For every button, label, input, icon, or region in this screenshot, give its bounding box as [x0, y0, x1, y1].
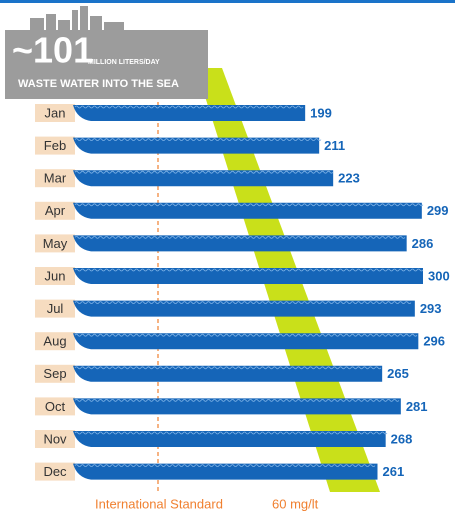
skyline: [30, 6, 124, 30]
value-label: 300: [428, 268, 450, 283]
subtitle: WASTE WATER INTO THE SEA: [18, 78, 179, 90]
value-label: 265: [387, 366, 409, 381]
value-label: 293: [420, 301, 442, 316]
category-box: [35, 430, 75, 448]
category-label: Jan: [45, 105, 66, 120]
bar: [73, 105, 306, 121]
category-box: [35, 267, 75, 285]
bar: [73, 202, 422, 219]
reference-value-label: 60 mg/lt: [272, 496, 319, 511]
bar-wave: [74, 170, 334, 174]
bar: [73, 365, 383, 382]
bar-wave: [74, 431, 388, 435]
value-label: 299: [427, 203, 449, 218]
category-box: [35, 234, 75, 253]
category-box: [35, 462, 75, 481]
category-box: [35, 201, 75, 220]
category-box: [35, 136, 75, 155]
top-border: [0, 0, 455, 3]
category-box: [35, 104, 75, 122]
bar-wave: [74, 333, 418, 337]
category-label: Dec: [43, 464, 67, 479]
value-label: 223: [338, 171, 360, 186]
bar: [73, 268, 423, 284]
category-label: Jun: [45, 268, 66, 283]
category-box: [35, 332, 75, 351]
headline: ~101: [12, 30, 93, 71]
category-box: [35, 299, 75, 318]
category-label: Oct: [45, 399, 66, 414]
category-label: May: [43, 236, 68, 251]
value-label: 199: [310, 105, 332, 120]
value-label: 281: [406, 399, 428, 414]
bar-wave: [74, 464, 376, 467]
category-label: Aug: [43, 334, 66, 349]
reference-label: International Standard: [95, 496, 223, 511]
bar: [73, 235, 407, 252]
category-label: Jul: [47, 301, 64, 316]
bar-wave: [74, 301, 412, 304]
bar-wave: [74, 268, 424, 272]
bar: [73, 398, 401, 415]
category-box: [35, 397, 75, 416]
category-box: [35, 169, 75, 188]
headline-unit: MILLION LITERS/DAY: [88, 59, 160, 66]
bar-wave: [74, 203, 424, 207]
category-label: Sep: [43, 366, 66, 381]
value-label: 211: [324, 138, 345, 153]
value-label: 268: [391, 431, 413, 446]
bar: [73, 463, 378, 480]
headline-box: [5, 30, 208, 99]
bar: [73, 300, 415, 317]
category-label: Nov: [43, 431, 67, 446]
bar-wave: [74, 236, 406, 239]
category-box: [35, 364, 75, 383]
bar: [73, 431, 386, 447]
bar: [73, 333, 419, 350]
value-label: 286: [412, 236, 434, 251]
value-label: 261: [383, 464, 405, 479]
category-label: Apr: [45, 203, 66, 218]
category-label: Feb: [44, 138, 66, 153]
bar-wave: [74, 366, 382, 370]
value-label: 296: [423, 334, 445, 349]
bar: [73, 170, 334, 187]
category-label: Mar: [44, 171, 67, 186]
bar-wave: [74, 138, 322, 141]
bar-wave: [74, 105, 304, 109]
bar-wave: [74, 399, 400, 402]
bar: [73, 137, 320, 154]
